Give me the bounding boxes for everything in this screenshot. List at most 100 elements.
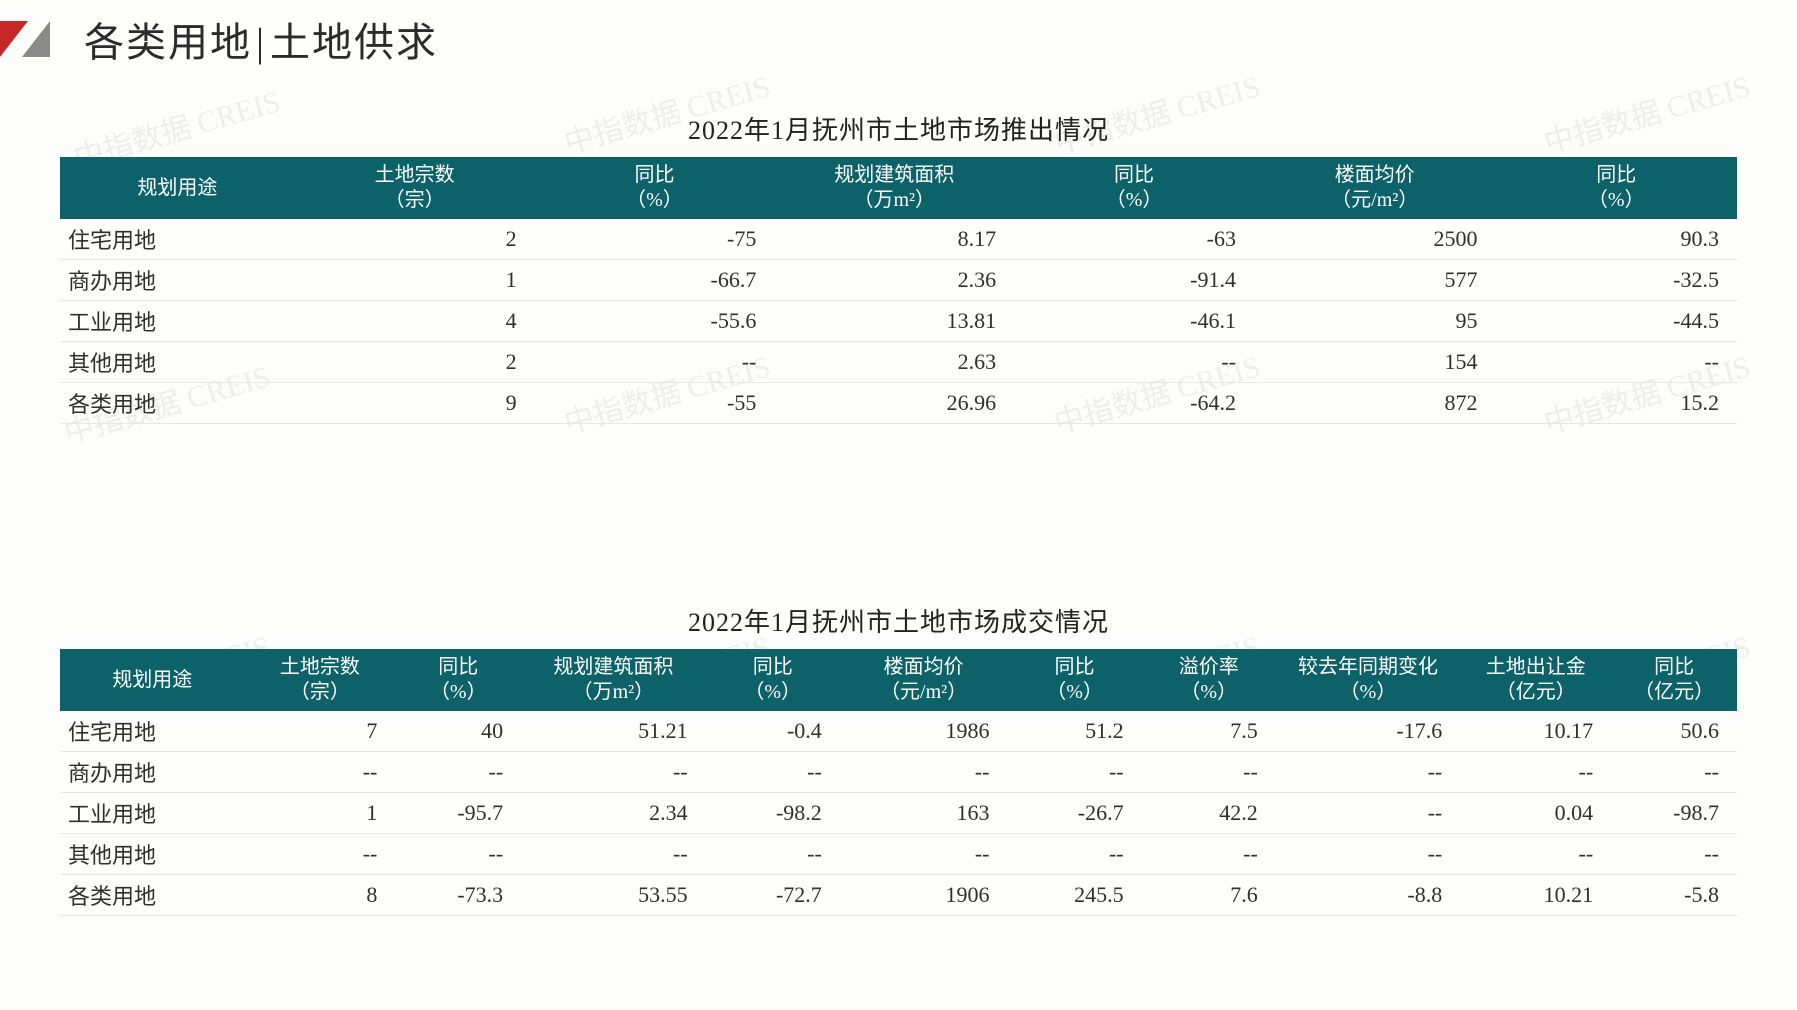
- table1-cell: 95: [1254, 301, 1495, 342]
- table2-cell: 7: [244, 711, 395, 752]
- table2-row: 各类用地8-73.353.55-72.71906245.57.6-8.810.2…: [60, 875, 1737, 916]
- table1-cell: 13.81: [774, 301, 1014, 342]
- table2-cell: --: [1142, 834, 1276, 875]
- table1-row: 其他用地2--2.63--154--: [60, 342, 1737, 383]
- table2-header-cell: 溢价率（%）: [1142, 649, 1276, 711]
- table1-cell: -44.5: [1495, 301, 1737, 342]
- table2-cell: -73.3: [395, 875, 521, 916]
- table2-header-cell: 土地出让金（亿元）: [1460, 649, 1611, 711]
- table2-cell: 42.2: [1142, 793, 1276, 834]
- table1: 规划用途土地宗数（宗）同比（%）规划建筑面积（万m²）同比（%）楼面均价（元/m…: [60, 157, 1737, 424]
- page-title: 各类用地|土地供求: [84, 10, 438, 68]
- table1-cell: 872: [1254, 383, 1495, 424]
- table1-cell: 26.96: [774, 383, 1014, 424]
- table1-cell: --: [535, 342, 775, 383]
- title-left: 各类用地: [84, 20, 252, 65]
- table2-cell: -17.6: [1276, 711, 1460, 752]
- table2-cell: 7.5: [1142, 711, 1276, 752]
- table2-header-cell: 规划建筑面积（万m²）: [521, 649, 705, 711]
- table1-cell: 1: [295, 260, 535, 301]
- table2-cell: --: [521, 752, 705, 793]
- table2-title: 2022年1月抚州市土地市场成交情况: [60, 602, 1737, 639]
- page-header: 各类用地|土地供求: [0, 0, 1797, 82]
- table1-row: 各类用地9-5526.96-64.287215.2: [60, 383, 1737, 424]
- table2-cell: 住宅用地: [60, 711, 244, 752]
- table2-cell: 商办用地: [60, 752, 244, 793]
- table1-header-cell: 同比（%）: [1495, 157, 1737, 219]
- table2-cell: --: [521, 834, 705, 875]
- table1-cell: 其他用地: [60, 342, 295, 383]
- table2-cell: --: [840, 834, 1008, 875]
- table1-cell: 2: [295, 342, 535, 383]
- logo-icon: [0, 21, 70, 57]
- table2-cell: 50.6: [1611, 711, 1737, 752]
- table2-cell: --: [706, 834, 840, 875]
- table2-cell: --: [706, 752, 840, 793]
- table2-header-cell: 较去年同期变化（%）: [1276, 649, 1460, 711]
- table1-cell: 工业用地: [60, 301, 295, 342]
- table2-cell: -8.8: [1276, 875, 1460, 916]
- table2-header-cell: 同比（%）: [706, 649, 840, 711]
- table1-header-row: 规划用途土地宗数（宗）同比（%）规划建筑面积（万m²）同比（%）楼面均价（元/m…: [60, 157, 1737, 219]
- table1-cell: --: [1495, 342, 1737, 383]
- table2-cell: 8: [244, 875, 395, 916]
- table2-header-cell: 楼面均价（元/m²）: [840, 649, 1008, 711]
- table2-cell: 1906: [840, 875, 1008, 916]
- table2-cell: -95.7: [395, 793, 521, 834]
- table2-cell: 各类用地: [60, 875, 244, 916]
- table2-cell: 10.21: [1460, 875, 1611, 916]
- table1-cell: 15.2: [1495, 383, 1737, 424]
- content: 2022年1月抚州市土地市场推出情况 规划用途土地宗数（宗）同比（%）规划建筑面…: [0, 110, 1797, 916]
- table2-cell: --: [1142, 752, 1276, 793]
- table2-header-cell: 同比（亿元）: [1611, 649, 1737, 711]
- table2-cell: -98.7: [1611, 793, 1737, 834]
- table1-header-cell: 土地宗数（宗）: [295, 157, 535, 219]
- table1-header-cell: 规划建筑面积（万m²）: [774, 157, 1014, 219]
- table2-cell: --: [1460, 752, 1611, 793]
- table2-cell: 10.17: [1460, 711, 1611, 752]
- table2-cell: --: [1276, 793, 1460, 834]
- table2: 规划用途土地宗数（宗）同比（%）规划建筑面积（万m²）同比（%）楼面均价（元/m…: [60, 649, 1737, 916]
- table1-cell: 90.3: [1495, 219, 1737, 260]
- table1-row: 工业用地4-55.613.81-46.195-44.5: [60, 301, 1737, 342]
- table1-cell: 商办用地: [60, 260, 295, 301]
- table2-cell: 163: [840, 793, 1008, 834]
- table2-header-row: 规划用途土地宗数（宗）同比（%）规划建筑面积（万m²）同比（%）楼面均价（元/m…: [60, 649, 1737, 711]
- table2-cell: 53.55: [521, 875, 705, 916]
- table2-header-cell: 土地宗数（宗）: [244, 649, 395, 711]
- table1-cell: 各类用地: [60, 383, 295, 424]
- table1-cell: 4: [295, 301, 535, 342]
- table1-cell: -66.7: [535, 260, 775, 301]
- table2-cell: --: [1276, 752, 1460, 793]
- table2-cell: 0.04: [1460, 793, 1611, 834]
- table2-cell: -5.8: [1611, 875, 1737, 916]
- table2-cell: --: [244, 752, 395, 793]
- table2-cell: -98.2: [706, 793, 840, 834]
- table2-row: 工业用地1-95.72.34-98.2163-26.742.2--0.04-98…: [60, 793, 1737, 834]
- table1-header-cell: 同比（%）: [1014, 157, 1254, 219]
- table2-cell: -72.7: [706, 875, 840, 916]
- table2-cell: --: [1276, 834, 1460, 875]
- table1-title: 2022年1月抚州市土地市场推出情况: [60, 110, 1737, 147]
- table2-cell: 7.6: [1142, 875, 1276, 916]
- table1-cell: -75: [535, 219, 775, 260]
- table2-cell: 51.21: [521, 711, 705, 752]
- table1-cell: --: [1014, 342, 1254, 383]
- table2-cell: 1986: [840, 711, 1008, 752]
- table2-cell: --: [395, 752, 521, 793]
- table2-cell: 工业用地: [60, 793, 244, 834]
- table1-cell: 2500: [1254, 219, 1495, 260]
- table2-cell: --: [840, 752, 1008, 793]
- table2-cell: --: [1611, 752, 1737, 793]
- table1-cell: 577: [1254, 260, 1495, 301]
- table2-cell: 245.5: [1007, 875, 1141, 916]
- title-right: 土地供求: [270, 20, 438, 65]
- table1-cell: -91.4: [1014, 260, 1254, 301]
- table1-cell: -55: [535, 383, 775, 424]
- table1-header-cell: 规划用途: [60, 157, 295, 219]
- table1-header-cell: 同比（%）: [535, 157, 775, 219]
- table1-cell: 9: [295, 383, 535, 424]
- table2-row: 其他用地--------------------: [60, 834, 1737, 875]
- table2-cell: --: [244, 834, 395, 875]
- table2-cell: --: [1460, 834, 1611, 875]
